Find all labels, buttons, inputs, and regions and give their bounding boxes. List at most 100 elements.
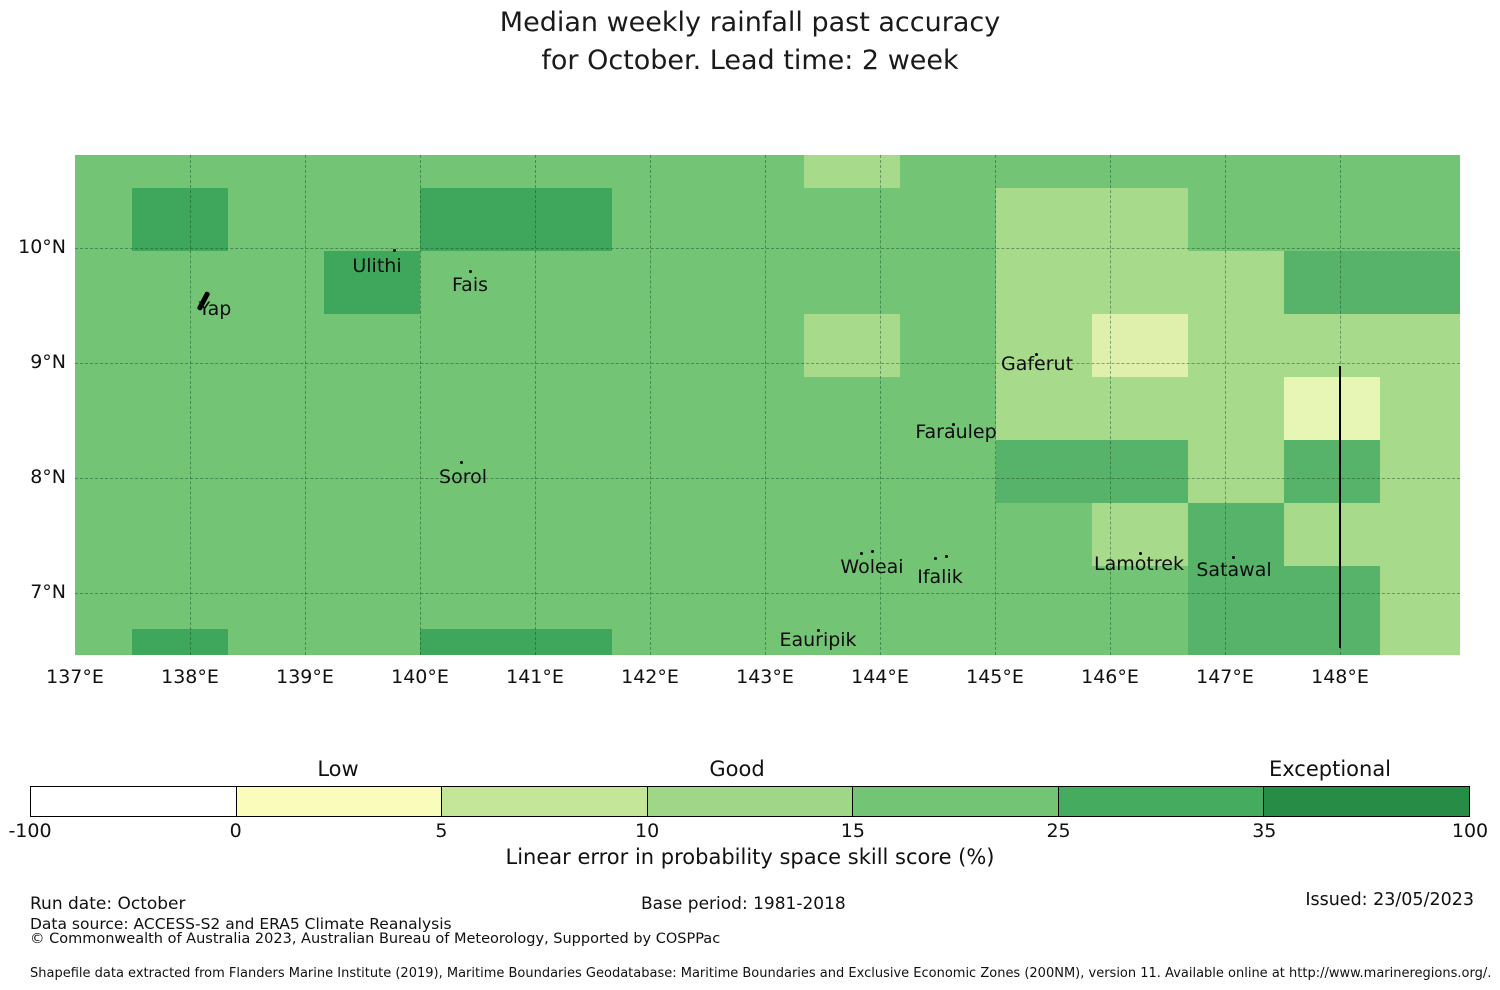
island-marker-dot: [469, 270, 472, 273]
map-cell: [1092, 314, 1188, 377]
map-cell: [1188, 440, 1284, 503]
y-axis-tick-label: 10°N: [18, 236, 66, 258]
map-cell: [996, 440, 1092, 503]
colorbar-tick-label: 100: [1451, 820, 1489, 842]
map-cell: [996, 377, 1092, 440]
x-axis-tick-label: 145°E: [966, 666, 1024, 688]
longitude-gridline: [765, 155, 766, 655]
map-cell: [1188, 629, 1284, 655]
colorbar-tick-label: 5: [435, 820, 448, 842]
latitude-gridline: [75, 478, 1460, 479]
island-marker-dot: [393, 249, 396, 252]
figure-title-line1: Median weekly rainfall past accuracy: [499, 7, 1001, 38]
island-label: Gaferut: [1000, 353, 1074, 375]
map-cell: [1188, 566, 1284, 629]
colorbar-category-label: Good: [709, 757, 765, 781]
y-axis-tick-label: 8°N: [30, 466, 66, 488]
colorbar-segment: [31, 787, 237, 816]
island-marker-dot: [934, 557, 937, 560]
map-cell: [996, 188, 1092, 251]
colorbar-tick-label: 25: [1046, 820, 1071, 842]
colorbar-axis-label: Linear error in probability space skill …: [505, 845, 995, 869]
colorbar-tick-label: -100: [8, 820, 52, 842]
longitude-gridline: [535, 155, 536, 655]
map-cell: [420, 188, 516, 251]
island-label: Satawal: [1196, 559, 1272, 581]
colorbar-tick-label: 35: [1252, 820, 1277, 842]
island-marker-dot: [1035, 353, 1038, 356]
map-cell: [1188, 377, 1284, 440]
longitude-gridline: [880, 155, 881, 655]
island-label: Lamotrek: [1094, 553, 1184, 575]
island-marker-dot: [1232, 556, 1235, 559]
longitude-gridline: [420, 155, 421, 655]
island-label: Woleai: [840, 556, 904, 578]
longitude-gridline: [305, 155, 306, 655]
x-axis-tick-label: 148°E: [1311, 666, 1369, 688]
island-marker-dot: [871, 550, 874, 553]
island-label: Ulithi: [352, 255, 402, 277]
map-cell: [1380, 440, 1460, 503]
x-axis-tick-label: 142°E: [621, 666, 679, 688]
colorbar-segment: [1058, 787, 1265, 816]
data-source-text: Data source: ACCESS-S2 and ERA5 Climate …: [30, 915, 452, 933]
map-cell: [1092, 188, 1188, 251]
map-cell: [132, 188, 228, 251]
map-cell: [1380, 629, 1460, 655]
map-cell: [1380, 503, 1460, 566]
x-axis-tick-label: 137°E: [46, 666, 104, 688]
x-axis-tick-label: 146°E: [1081, 666, 1139, 688]
map-cell: [1284, 566, 1380, 629]
latitude-gridline: [75, 593, 1460, 594]
latitude-gridline: [75, 248, 1460, 249]
map-cell: [1284, 251, 1380, 314]
island-label: Eauripik: [779, 629, 857, 651]
map-cell: [1188, 314, 1284, 377]
map-cell: [1284, 377, 1380, 440]
colorbar: [30, 786, 1470, 817]
map-cell: [1380, 377, 1460, 440]
x-axis-tick-label: 143°E: [736, 666, 794, 688]
map-cell: [804, 314, 900, 377]
map-cell: [1188, 251, 1284, 314]
map-cell: [420, 629, 516, 655]
x-axis-tick-label: 138°E: [161, 666, 219, 688]
map-cell: [1284, 503, 1380, 566]
run-date-text: Run date: October: [30, 894, 186, 914]
island-marker-dot: [860, 552, 863, 555]
map-cell: [1092, 503, 1188, 566]
map-cell: [1092, 440, 1188, 503]
issued-date-text: Issued: 23/05/2023: [1305, 890, 1474, 910]
island-label: Yap: [198, 298, 232, 320]
colorbar-tick-label: 0: [229, 820, 242, 842]
colorbar-category-label: Exceptional: [1268, 757, 1392, 781]
island-label: Fais: [451, 274, 489, 296]
island-label: Sorol: [439, 466, 487, 488]
x-axis-tick-label: 147°E: [1196, 666, 1254, 688]
map-cell: [1092, 251, 1188, 314]
colorbar-category-label: Low: [317, 757, 359, 781]
map-cell: [1284, 440, 1380, 503]
island-marker-dot: [460, 461, 463, 464]
map-area: Yap Ulithi Fais Sorol Gaferut Faraulep Woleai I…: [75, 155, 1460, 655]
eez-boundary-line: [1339, 366, 1341, 648]
map-cell: [996, 314, 1092, 377]
figure-title-line2: for October. Lead time: 2 week: [541, 45, 959, 76]
island-marker-dot: [945, 555, 948, 558]
map-cell: [324, 251, 420, 314]
map-cell: [132, 629, 228, 655]
island-marker-dot: [952, 423, 955, 426]
y-axis-tick-label: 9°N: [30, 351, 66, 373]
island-marker-dot: [817, 629, 820, 632]
longitude-gridline: [1110, 155, 1111, 655]
colorbar-tick-label: 15: [840, 820, 865, 842]
island-label: Ifalik: [917, 566, 963, 588]
map-cell: [1380, 314, 1460, 377]
copyright-text: © Commonwealth of Australia 2023, Austra…: [30, 931, 721, 947]
figure-title: Median weekly rainfall past accuracy for…: [0, 4, 1500, 80]
colorbar-tick-label: 10: [635, 820, 660, 842]
longitude-gridline: [190, 155, 191, 655]
x-axis-tick-label: 140°E: [391, 666, 449, 688]
island-marker-dot: [1139, 552, 1142, 555]
